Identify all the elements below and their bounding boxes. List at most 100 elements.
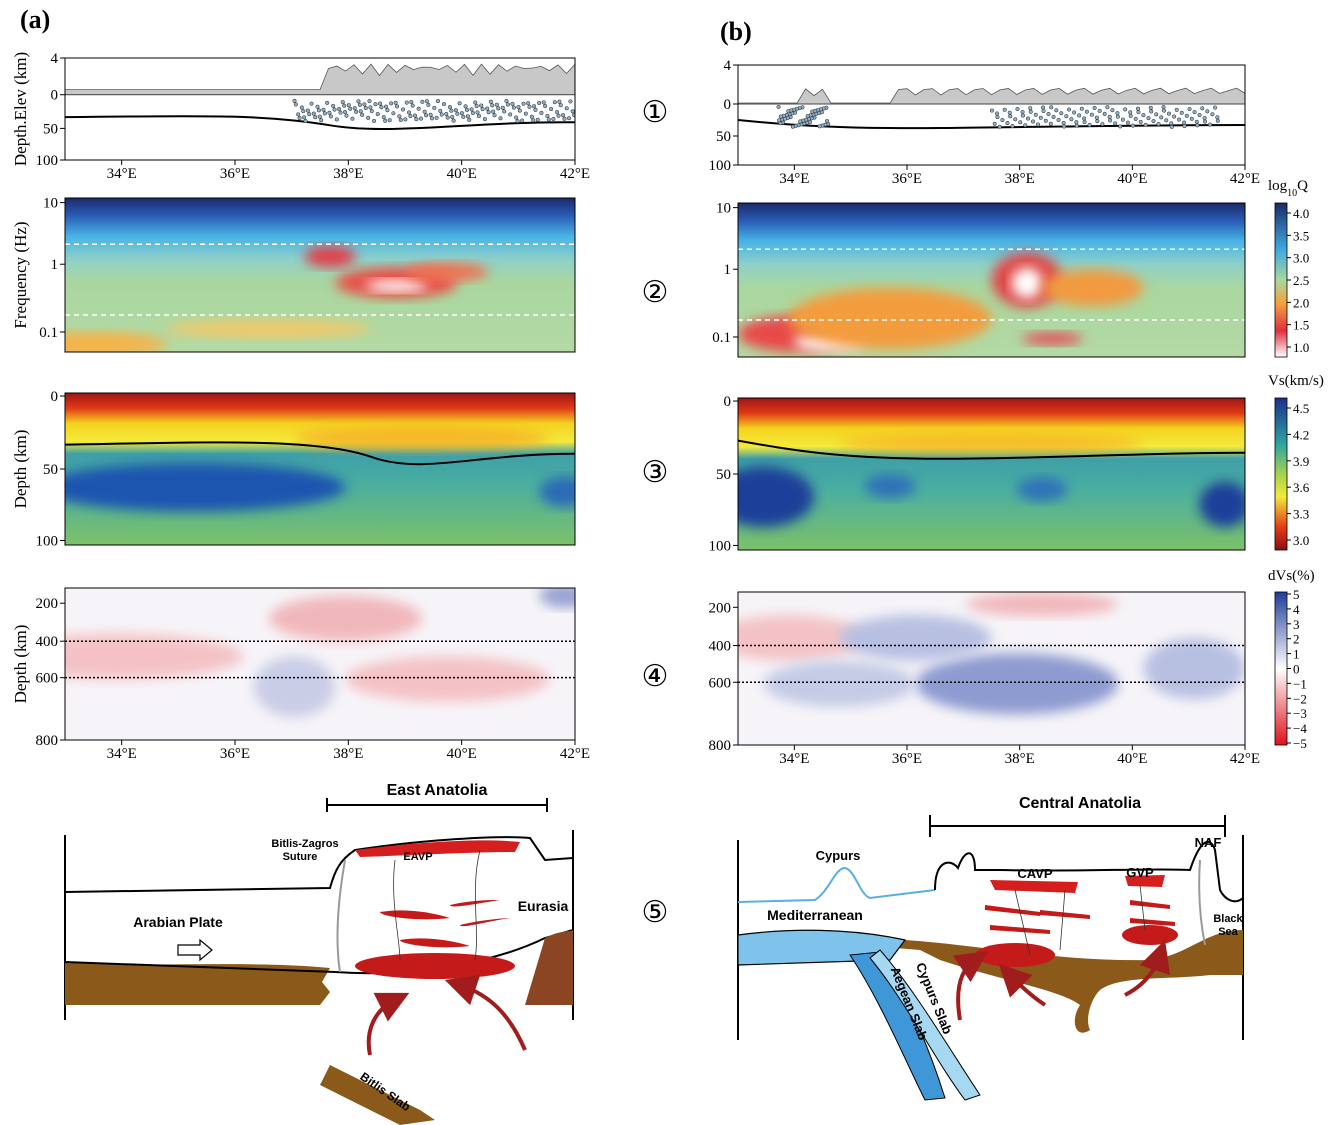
event bbox=[479, 104, 483, 108]
heatmap bbox=[738, 203, 1245, 357]
x-tick-label: 34°E bbox=[779, 751, 809, 767]
colorbar-tick-label: 3.3 bbox=[1293, 507, 1309, 522]
colorbar-tick-label: 4 bbox=[1293, 602, 1300, 617]
event bbox=[398, 115, 402, 119]
event bbox=[1216, 115, 1220, 119]
event bbox=[450, 115, 454, 119]
event bbox=[461, 115, 465, 119]
colorbar-tick-label: 0 bbox=[1293, 662, 1300, 677]
event bbox=[1041, 106, 1045, 110]
event bbox=[433, 106, 437, 110]
event bbox=[296, 113, 300, 117]
annotation: Eurasia bbox=[518, 898, 569, 914]
event bbox=[1008, 111, 1012, 115]
event bbox=[360, 113, 364, 117]
melt-lens bbox=[380, 910, 450, 919]
event bbox=[530, 115, 534, 119]
colorbar-tick-label: 2.0 bbox=[1293, 295, 1309, 310]
event bbox=[401, 108, 405, 112]
event bbox=[343, 110, 347, 114]
event bbox=[1136, 107, 1140, 111]
event bbox=[531, 119, 535, 123]
colorbar-tick-label: −5 bbox=[1293, 736, 1307, 751]
event bbox=[467, 118, 471, 122]
event bbox=[341, 100, 345, 104]
event bbox=[436, 99, 440, 103]
colorbar bbox=[1275, 203, 1287, 357]
y-tick-label: 0.1 bbox=[712, 330, 731, 346]
event bbox=[411, 104, 415, 108]
event bbox=[553, 100, 557, 104]
heatmap-body bbox=[738, 65, 1245, 165]
event bbox=[1170, 125, 1174, 129]
event bbox=[557, 114, 561, 118]
event bbox=[1065, 114, 1069, 118]
event bbox=[1216, 119, 1220, 123]
y-tick-label: 1 bbox=[51, 257, 59, 273]
event bbox=[543, 104, 547, 108]
event bbox=[499, 116, 503, 120]
annotation: Sea bbox=[1218, 926, 1238, 938]
y-tick-label: 800 bbox=[709, 738, 732, 754]
figure: (a)4050100Depth.Elev (km)34°E36°E38°E40°… bbox=[0, 0, 1336, 1125]
event bbox=[440, 113, 444, 117]
y-tick-label: 4 bbox=[51, 51, 59, 67]
annotation: CAVP bbox=[1017, 866, 1052, 881]
colorbar-tick-label: 2.5 bbox=[1293, 273, 1309, 288]
colorbar-title: log10Q bbox=[1268, 178, 1308, 199]
event bbox=[549, 107, 553, 111]
event bbox=[460, 111, 464, 115]
event bbox=[1095, 116, 1099, 120]
event bbox=[1113, 122, 1117, 126]
event bbox=[1126, 121, 1130, 125]
blob bbox=[839, 615, 991, 661]
event bbox=[442, 102, 446, 106]
annotation: Bitlis-Zagros bbox=[271, 838, 338, 850]
blob bbox=[1017, 477, 1068, 501]
blob bbox=[789, 288, 992, 350]
event bbox=[1108, 119, 1112, 123]
event bbox=[378, 102, 382, 106]
event bbox=[506, 103, 510, 107]
event bbox=[1057, 118, 1061, 122]
blob bbox=[366, 280, 427, 292]
event bbox=[424, 114, 428, 118]
event bbox=[421, 100, 425, 104]
heatmap-body bbox=[713, 592, 1245, 745]
event bbox=[536, 118, 540, 122]
event bbox=[313, 115, 317, 119]
blob bbox=[1199, 482, 1250, 528]
event bbox=[399, 118, 403, 122]
event bbox=[1206, 110, 1210, 114]
event bbox=[526, 101, 530, 105]
event bbox=[1129, 114, 1133, 118]
event bbox=[427, 103, 431, 107]
event bbox=[476, 111, 480, 115]
event bbox=[317, 109, 321, 113]
event bbox=[358, 103, 362, 107]
colorbar-tick-label: 4.2 bbox=[1293, 427, 1309, 442]
colorbar-tick-label: −4 bbox=[1293, 721, 1307, 736]
blob bbox=[1022, 332, 1083, 344]
x-tick-label: 36°E bbox=[892, 171, 922, 187]
y-axis-label: Depth (km) bbox=[11, 625, 30, 704]
event bbox=[466, 114, 470, 118]
x-tick-label: 36°E bbox=[220, 166, 250, 182]
blob bbox=[915, 653, 1118, 714]
y-axis-label: Frequency (Hz) bbox=[11, 221, 30, 328]
blob bbox=[269, 596, 422, 642]
event bbox=[1103, 112, 1107, 116]
event bbox=[1080, 107, 1084, 111]
bg bbox=[738, 398, 1245, 550]
event bbox=[1162, 109, 1166, 113]
annotation: Central Anatolia bbox=[1019, 795, 1141, 812]
event bbox=[1106, 105, 1110, 109]
event bbox=[1203, 120, 1207, 124]
event bbox=[293, 99, 297, 103]
blob bbox=[539, 477, 590, 507]
event bbox=[1123, 108, 1127, 112]
event bbox=[413, 114, 417, 118]
annotation: NAF bbox=[1195, 835, 1222, 850]
blob bbox=[407, 263, 489, 281]
event bbox=[567, 116, 571, 120]
